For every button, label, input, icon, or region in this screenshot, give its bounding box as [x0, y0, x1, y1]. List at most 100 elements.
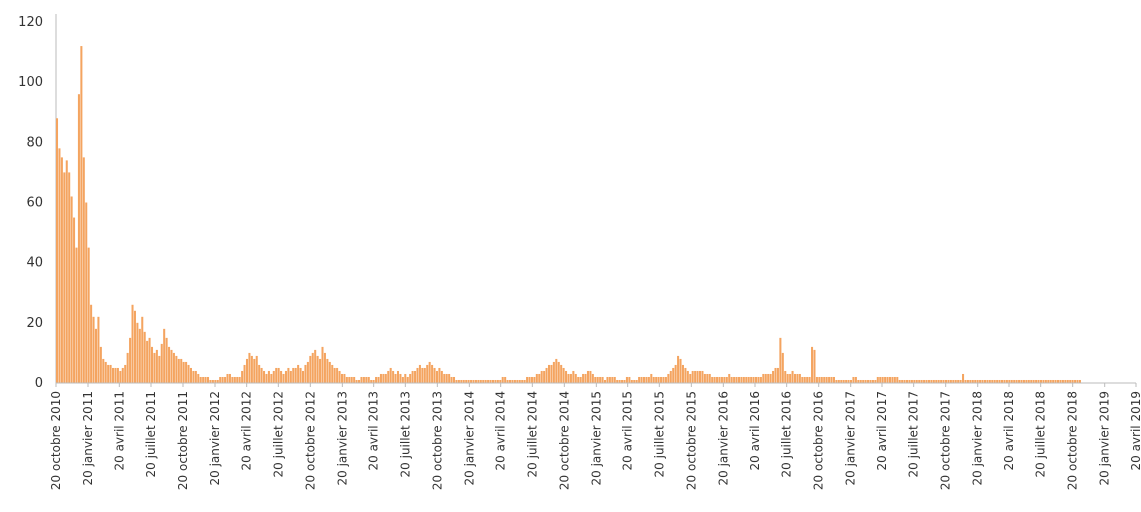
bar: [1042, 379, 1045, 383]
bar: [323, 352, 326, 383]
bar: [384, 373, 387, 383]
bar: [779, 337, 782, 383]
x-tick-label: 20 janvier 2013: [335, 391, 349, 485]
bar: [813, 349, 816, 383]
x-tick-label: 20 avril 2011: [112, 391, 126, 471]
bar: [202, 376, 205, 383]
x-tick-label: 20 janvier 2011: [81, 391, 95, 485]
bar: [684, 367, 687, 383]
bar: [567, 373, 570, 383]
bar: [925, 379, 928, 383]
bar: [211, 379, 214, 383]
bar: [828, 376, 831, 383]
x-tick-label: 20 octobre 2016: [812, 391, 826, 490]
bar: [1022, 379, 1025, 383]
bar: [1035, 379, 1038, 383]
bar: [350, 376, 353, 383]
x-tick-label: 20 avril 2018: [1002, 391, 1016, 471]
bar: [404, 373, 407, 383]
x-tick-label: 20 juillet 2014: [525, 391, 539, 477]
bar: [387, 370, 390, 383]
bar: [270, 373, 273, 383]
bar: [1054, 379, 1057, 383]
bar: [706, 373, 709, 383]
bar: [657, 376, 660, 383]
y-tick-label: 0: [35, 376, 43, 391]
bar: [910, 379, 913, 383]
bar: [345, 376, 348, 383]
bar: [1020, 379, 1023, 383]
bar: [260, 367, 263, 383]
bar: [353, 376, 356, 383]
bar: [187, 364, 190, 383]
bar: [979, 379, 982, 383]
bar: [77, 94, 80, 383]
bar: [1025, 379, 1028, 383]
bar: [679, 358, 682, 383]
bar: [216, 379, 219, 383]
bar: [221, 376, 224, 383]
bar: [104, 361, 107, 383]
bar: [460, 379, 463, 383]
bar: [448, 373, 451, 383]
bar: [796, 373, 799, 383]
bar: [645, 376, 648, 383]
bar: [277, 367, 280, 383]
bar: [484, 379, 487, 383]
bar: [414, 370, 417, 383]
bar: [616, 379, 619, 383]
bar: [304, 364, 307, 383]
bar: [489, 379, 492, 383]
bar: [971, 379, 974, 383]
bar: [73, 217, 76, 383]
bar: [440, 370, 443, 383]
bar: [228, 373, 231, 383]
bar: [94, 328, 98, 383]
bar: [660, 376, 663, 383]
bar: [991, 379, 994, 383]
bar: [438, 367, 441, 383]
bar: [655, 376, 658, 383]
bar: [372, 379, 375, 383]
bar: [153, 352, 156, 383]
bar: [584, 373, 587, 383]
bar: [764, 373, 767, 383]
bar: [102, 358, 105, 383]
bar: [433, 367, 436, 383]
bar: [601, 376, 604, 383]
bar: [292, 367, 295, 383]
x-tick-label: 20 octobre 2010: [49, 391, 63, 490]
bar: [1030, 379, 1033, 383]
bar: [560, 364, 563, 383]
bar: [160, 343, 163, 383]
bar: [377, 376, 380, 383]
bar: [781, 352, 784, 383]
bar: [862, 379, 865, 383]
bar: [124, 364, 127, 383]
bar: [957, 379, 960, 383]
x-tick-label: 20 avril 2017: [875, 391, 889, 471]
bar: [58, 148, 61, 383]
bar: [336, 367, 339, 383]
bar: [423, 367, 426, 383]
bar: [470, 379, 473, 383]
bar: [927, 379, 930, 383]
bar: [87, 247, 90, 383]
x-tick-label: 20 octobre 2014: [557, 391, 571, 490]
bar: [301, 370, 305, 383]
bar: [652, 376, 655, 383]
bar: [97, 316, 100, 383]
bar: [886, 376, 889, 383]
bar: [806, 376, 809, 383]
bar: [791, 370, 794, 383]
bar: [930, 379, 933, 383]
x-tick-label: 20 janvier 2015: [589, 391, 603, 485]
bar: [92, 316, 95, 383]
bar: [141, 316, 144, 383]
bar: [640, 376, 643, 383]
bar: [379, 373, 382, 383]
bar: [604, 379, 607, 383]
bar: [596, 376, 599, 383]
bar: [884, 376, 887, 383]
